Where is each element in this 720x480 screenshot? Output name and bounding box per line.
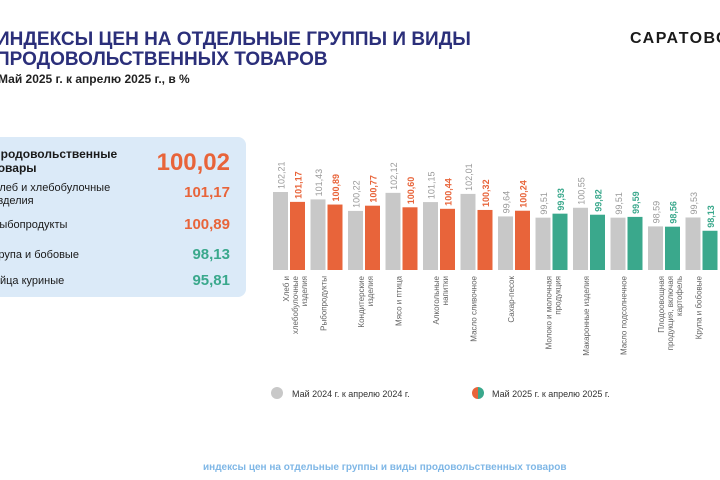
data-label-2024: 99,53 xyxy=(689,192,699,215)
category-label: Рыбопродукты xyxy=(320,276,329,331)
data-label-2024: 99,51 xyxy=(539,192,549,215)
legend-marker-2025-left xyxy=(472,387,478,399)
bar-2024 xyxy=(648,226,663,270)
bar-2025 xyxy=(627,216,643,270)
category-label: Алкогольныенапитки xyxy=(432,275,450,324)
bar-2025 xyxy=(327,204,343,270)
bar-2025 xyxy=(290,201,305,270)
bar-2024 xyxy=(460,193,476,270)
bar-2024 xyxy=(685,217,701,270)
category-label: Макаронные изделия xyxy=(582,276,591,356)
data-label-2024: 99,64 xyxy=(502,191,512,214)
summary-row-bread: Хлеб и хлебобулочные изделия 101,17 xyxy=(0,182,230,212)
data-label-2025: 100,32 xyxy=(481,179,491,207)
category-label: Масло сливочное xyxy=(470,275,479,341)
data-label-2024: 99,51 xyxy=(614,192,624,215)
bar-2025 xyxy=(402,207,418,270)
bar-2024 xyxy=(423,202,438,270)
data-label-2025: 99,59 xyxy=(631,191,641,214)
bar-2025 xyxy=(665,226,680,270)
data-label-2025: 101,17 xyxy=(294,171,304,199)
bar-2024 xyxy=(273,192,288,270)
legend-marker-2025-right xyxy=(478,387,484,399)
data-label-2025: 99,82 xyxy=(594,189,604,212)
data-label-2025: 99,93 xyxy=(556,188,566,211)
summary-label: Яйца куриные xyxy=(0,275,65,287)
data-label-2024: 98,59 xyxy=(652,201,662,224)
data-label-2025: 100,77 xyxy=(369,175,379,203)
summary-value: 101,17 xyxy=(184,184,230,201)
summary-value: 100,89 xyxy=(184,216,230,233)
bar-2025 xyxy=(440,208,455,270)
category-label: Плодоовощнаяпродукция, включаякартофель xyxy=(657,276,684,350)
page-title: ИНДЕКСЫ ЦЕН НА ОТДЕЛЬНЫЕ ГРУППЫ И ВИДЫ П… xyxy=(0,29,471,70)
summary-row-cereals: Крупа и бобовые 98,13 xyxy=(0,246,230,266)
summary-value: 100,02 xyxy=(156,149,230,176)
bar-2025 xyxy=(477,209,493,270)
category-label: Масло подсолнечное xyxy=(620,275,629,355)
bar-2024 xyxy=(610,217,626,270)
bar-2025 xyxy=(702,230,718,270)
page-subtitle: Май 2025 г. к апрелю 2025 г., в % xyxy=(0,72,190,86)
bar-2025 xyxy=(590,214,605,270)
legend-label-2024: Май 2024 г. к апрелю 2024 г. xyxy=(292,389,410,399)
summary-panel: Продовольственные товары 100,02 Хлеб и х… xyxy=(0,137,246,297)
summary-label: Продовольственные товары xyxy=(0,147,118,175)
bar-2024 xyxy=(348,210,363,270)
summary-label: Рыбопродукты xyxy=(0,219,68,231)
data-label-2024: 100,22 xyxy=(352,180,362,208)
legend-label-2025: Май 2025 г. к апрелю 2025 г. xyxy=(492,389,610,399)
bar-2024 xyxy=(498,216,513,270)
summary-row-eggs: Яйца куриные 95,81 xyxy=(0,272,230,292)
data-label-2024: 101,15 xyxy=(427,172,437,200)
summary-value: 95,81 xyxy=(192,272,230,289)
summary-value: 98,13 xyxy=(192,246,230,263)
data-label-2024: 102,12 xyxy=(389,162,399,190)
footer-caption: индексы цен на отдельные группы и виды п… xyxy=(203,462,567,473)
summary-row-food: Продовольственные товары 100,02 xyxy=(0,147,230,187)
category-label: Хлеб ихлебобулочныеизделия xyxy=(282,275,309,334)
data-label-2025: 98,56 xyxy=(669,201,679,224)
bar-2024 xyxy=(385,192,401,270)
legend-marker-2024 xyxy=(271,387,283,399)
data-label-2024: 102,21 xyxy=(277,161,287,189)
data-label-2024: 101,43 xyxy=(314,169,324,197)
summary-label: Хлеб и хлебобулочные изделия xyxy=(0,182,111,207)
bar-2025 xyxy=(365,205,380,270)
summary-row-fish: Рыбопродукты 100,89 xyxy=(0,216,230,236)
bar-2024 xyxy=(573,207,588,270)
brand-logo-text: САРАТОВС xyxy=(630,30,720,47)
category-label: Мясо и птица xyxy=(395,275,404,325)
data-label-2024: 102,01 xyxy=(464,163,474,191)
category-label: Сахар-песок xyxy=(507,276,516,323)
category-label: Кондитерскиеизделия xyxy=(357,275,375,327)
data-label-2025: 100,24 xyxy=(519,180,529,208)
summary-label: Крупа и бобовые xyxy=(0,249,79,261)
category-label: Молоко и молочнаяпродукция xyxy=(545,276,563,349)
bar-2024 xyxy=(535,217,551,270)
bar-2025 xyxy=(515,210,530,270)
data-label-2025: 98,13 xyxy=(706,205,716,228)
category-label: Крупа и бобовые xyxy=(695,275,704,339)
bar-2024 xyxy=(310,199,326,270)
data-label-2025: 100,89 xyxy=(331,174,341,202)
data-label-2025: 100,60 xyxy=(406,177,416,205)
data-label-2024: 100,55 xyxy=(577,177,587,205)
data-label-2025: 100,44 xyxy=(444,178,454,206)
bar-2025 xyxy=(552,213,568,270)
